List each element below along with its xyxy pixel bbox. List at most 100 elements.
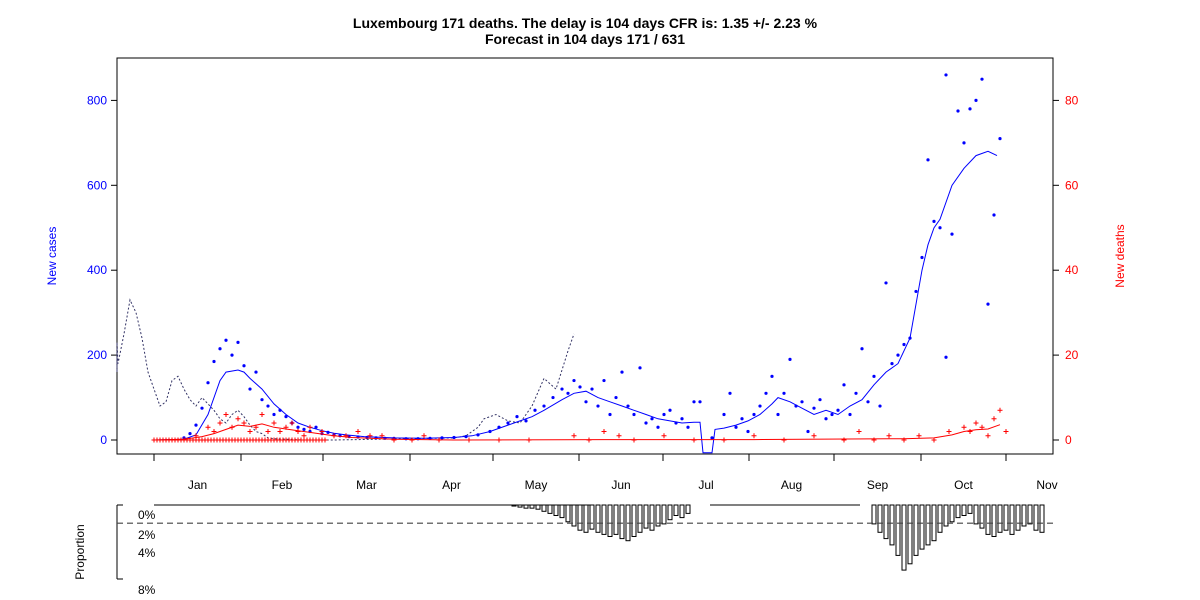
y-tick-label: 600 [87, 178, 107, 192]
proportion-bar [643, 504, 649, 529]
proportion-bar [637, 504, 643, 533]
case-point [914, 289, 918, 294]
death-point [193, 433, 199, 439]
proportion-bar [685, 504, 691, 514]
case-point [584, 400, 588, 404]
death-point [661, 433, 667, 439]
proportion-tick-label: 0% [138, 508, 156, 522]
x-axis: Jan Feb Mar Apr May Jun Jul Aug Sep Oct Nov [153, 454, 1058, 492]
death-point [856, 429, 862, 435]
case-point [440, 436, 444, 440]
proportion-bar [985, 504, 991, 535]
case-point [626, 404, 630, 408]
case-point [770, 374, 774, 378]
case-point [956, 109, 960, 113]
death-point [967, 429, 973, 435]
case-point [884, 281, 888, 285]
death-point [367, 433, 373, 439]
death-point [436, 437, 442, 443]
proportion-bar [883, 504, 889, 540]
case-point [764, 391, 768, 395]
case-point [992, 213, 996, 217]
proportion-bar [967, 504, 973, 514]
proportion-bar [1009, 504, 1015, 535]
case-point [638, 366, 642, 370]
proportion-bar [607, 504, 613, 537]
x-tick-label: Apr [442, 478, 461, 492]
x-tick-label: Sep [867, 478, 889, 492]
deaths-points-series [151, 407, 1009, 443]
case-point [734, 425, 738, 429]
case-point [644, 421, 648, 425]
proportion-bar [1033, 504, 1039, 531]
proportion-bar [973, 504, 979, 525]
case-point [908, 336, 912, 340]
case-point [800, 400, 804, 404]
chart-subtitle: Forecast in 104 days 171 / 631 [485, 31, 685, 47]
proportion-bar [991, 504, 997, 537]
case-point [515, 415, 519, 419]
case-point [746, 429, 750, 434]
y2-tick-label: 40 [1065, 263, 1079, 277]
case-point [266, 404, 270, 408]
proportion-bar [601, 504, 607, 535]
death-point [307, 424, 313, 430]
chart-title: Luxembourg 171 deaths. The delay is 104 … [353, 15, 818, 31]
death-point [841, 437, 847, 443]
proportion-panel: 0% 2% 4% 8% Proportion [73, 504, 1053, 597]
case-point [866, 400, 870, 404]
case-point [758, 404, 762, 408]
death-point [931, 437, 937, 443]
death-point [265, 429, 271, 435]
death-point [322, 437, 328, 443]
death-point [901, 437, 907, 443]
proportion-bar [889, 504, 895, 546]
case-point [218, 347, 222, 351]
cases-smooth-line [153, 150, 998, 454]
case-point [818, 398, 822, 402]
case-point [542, 404, 546, 408]
death-point [526, 437, 532, 443]
proportion-bar [565, 504, 571, 523]
death-point [1003, 429, 1009, 435]
case-point [596, 404, 600, 408]
death-point [247, 429, 253, 435]
case-point [428, 436, 432, 440]
case-point [383, 436, 387, 440]
case-point [950, 232, 954, 236]
case-point [524, 419, 528, 423]
case-point [632, 412, 636, 417]
x-tick-label: Jan [188, 478, 207, 492]
death-point [421, 433, 427, 439]
case-point [902, 342, 906, 347]
case-point [296, 425, 300, 429]
proportion-bar [877, 504, 883, 533]
x-tick-label: Jul [698, 478, 713, 492]
x-tick-label: May [525, 478, 548, 492]
case-point [566, 391, 570, 395]
case-point [782, 391, 786, 395]
death-point [289, 420, 295, 426]
case-point [776, 412, 780, 417]
proportion-bar [925, 504, 931, 546]
left-axis: 0 200 400 600 800 [87, 93, 117, 447]
case-point [872, 374, 876, 378]
death-point [871, 437, 877, 443]
proportion-tick-label: 2% [138, 528, 156, 542]
case-point [212, 359, 216, 364]
proportion-tick-label: 8% [138, 583, 156, 597]
death-point [586, 437, 592, 443]
death-point [211, 429, 217, 435]
death-point [616, 433, 622, 439]
y2-tick-label: 20 [1065, 348, 1079, 362]
case-point [926, 158, 930, 162]
death-point [283, 424, 289, 430]
case-point [248, 387, 252, 391]
proportion-bar [535, 504, 541, 510]
death-point [961, 424, 967, 430]
case-point [488, 429, 492, 434]
death-point [721, 437, 727, 443]
death-point [886, 433, 892, 439]
proportion-axis: 0% 2% 4% 8% [117, 504, 156, 597]
case-point [944, 73, 948, 77]
